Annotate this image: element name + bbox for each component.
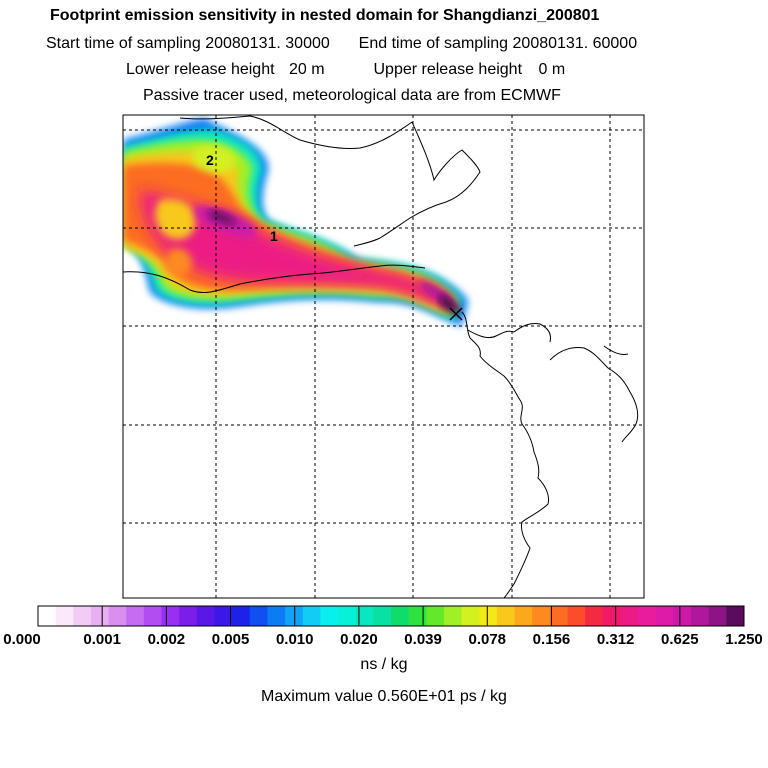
colorbar-cell xyxy=(673,606,692,626)
colorbar-cell xyxy=(408,606,427,626)
sampling-end-label: End time of sampling xyxy=(358,35,509,52)
plume xyxy=(123,118,468,326)
colorbar-cell xyxy=(638,606,657,626)
receptor-marker xyxy=(449,307,463,321)
colorbar-cell xyxy=(73,606,92,626)
colorbar-cell xyxy=(38,606,57,626)
colorbar-tick-label: 0.312 xyxy=(596,631,635,648)
colorbar-tick-label: 1.250 xyxy=(725,631,763,648)
colorbar-cell xyxy=(90,606,110,626)
colorbar-tick-label: 0.005 xyxy=(211,631,250,648)
release-heights: Lower release height 20 m Upper release … xyxy=(126,61,565,79)
colorbar-tick-label: 0.010 xyxy=(275,631,314,648)
colorbar-tick-label: 0.001 xyxy=(83,631,121,648)
map-frame xyxy=(122,114,645,599)
colorbar-cell xyxy=(602,606,621,626)
trajectory-label-2: 2 xyxy=(206,152,214,168)
colorbar-cell xyxy=(249,606,268,626)
colorbar-tick-label: 0.039 xyxy=(404,631,442,648)
colorbar-cell xyxy=(496,606,516,626)
colorbar-cell xyxy=(55,606,74,626)
sampling-start-value: 20080131. 30000 xyxy=(205,35,330,52)
chart-title: Footprint emission sensitivity in nested… xyxy=(50,7,600,24)
upper-release-label: Upper release height xyxy=(373,61,523,78)
colorbar-units: ns / kg xyxy=(360,656,408,673)
colorbar-cell xyxy=(443,606,463,626)
colorbar-cell xyxy=(461,606,480,626)
colorbar-frame xyxy=(37,605,745,627)
sampling-start-label: Start time of sampling xyxy=(46,35,201,52)
colorbar-cell xyxy=(320,606,339,626)
colorbar-cell xyxy=(108,606,127,626)
colorbar-tick-label: 0.156 xyxy=(532,631,571,648)
colorbar-cell xyxy=(391,606,410,626)
colorbar-tick-label: 0.625 xyxy=(661,631,699,648)
coastlines xyxy=(123,115,639,598)
colorbar-tick-label: 0.000 xyxy=(3,631,41,648)
colorbar-cell xyxy=(232,606,251,626)
colorbar-cell xyxy=(585,606,604,626)
colorbar-tick-label: 0.020 xyxy=(340,631,378,648)
trajectory-label-1: 1 xyxy=(270,228,278,244)
colorbar-cell xyxy=(726,606,745,626)
colorbar-cell xyxy=(567,606,586,626)
info-line: Passive tracer used, meteorological data… xyxy=(143,87,561,104)
colorbar-cell xyxy=(426,606,445,626)
colorbar-tick-label: 0.078 xyxy=(468,631,507,648)
colorbar-cell xyxy=(196,606,215,626)
sampling-times: Start time of sampling 20080131. 30000 E… xyxy=(46,35,637,53)
colorbar-cell xyxy=(655,606,674,626)
colorbar-cell xyxy=(691,606,710,626)
sampling-end-value: 20080131. 60000 xyxy=(512,35,638,52)
graticule xyxy=(123,115,644,598)
colorbar-cell xyxy=(514,606,533,626)
lower-release-label: Lower release height xyxy=(126,61,275,78)
upper-release-value: 0 m xyxy=(538,61,566,78)
colorbar-cell xyxy=(285,606,304,626)
colorbar-cell xyxy=(179,606,198,626)
colorbar-cell xyxy=(267,606,286,626)
colorbar-cell xyxy=(355,606,374,626)
lower-release-value: 20 m xyxy=(289,61,325,78)
colorbar-cell xyxy=(143,606,163,626)
colorbar-tick-label: 0.002 xyxy=(147,631,186,648)
colorbar-cell xyxy=(373,606,392,626)
colorbar-cell xyxy=(708,606,727,626)
colorbar-cell xyxy=(620,606,639,626)
colorbar-cell xyxy=(479,606,498,626)
colorbar-cell xyxy=(126,606,145,626)
colorbar-cell xyxy=(161,606,180,626)
colorbar-cell xyxy=(549,606,568,626)
colorbar-cell xyxy=(532,606,551,626)
maximum-value: Maximum value 0.560E+01 ps / kg xyxy=(261,688,507,705)
colorbar-cell xyxy=(338,606,357,626)
colorbar-cell xyxy=(302,606,321,626)
colorbar-cell xyxy=(214,606,233,626)
